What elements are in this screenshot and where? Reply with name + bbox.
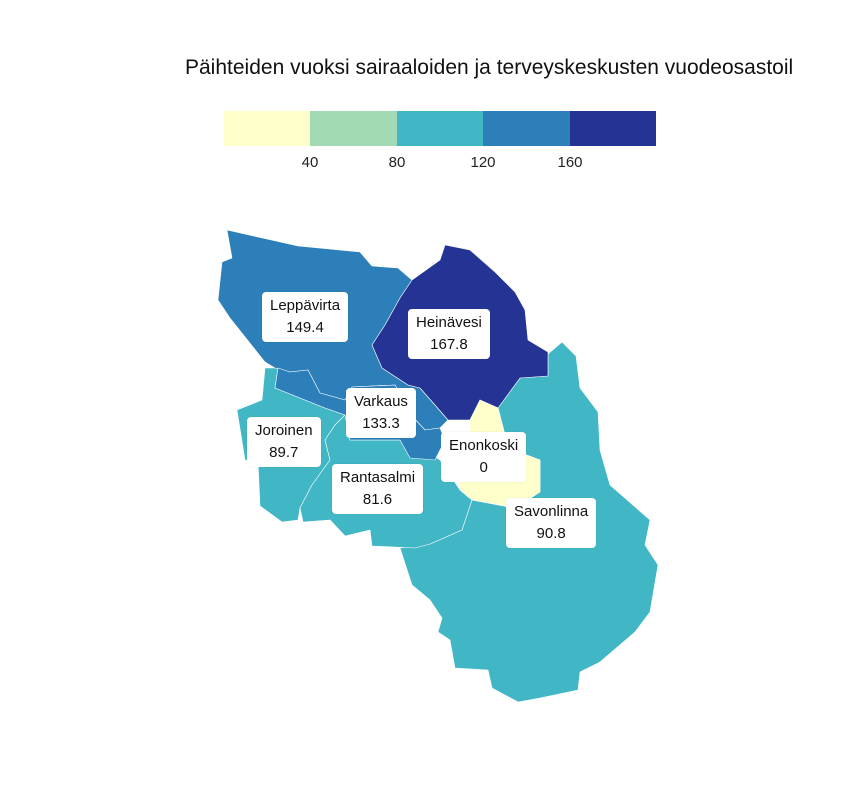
region-label-heinavesi: Heinävesi 167.8	[408, 309, 490, 359]
legend-swatch	[483, 111, 570, 146]
region-value: 89.7	[269, 444, 299, 461]
region-value: 90.8	[536, 525, 566, 542]
region-label-leppavirta: Leppävirta 149.4	[262, 292, 349, 342]
legend-swatch	[569, 111, 656, 146]
region-label-varkaus: Varkaus 133.3	[346, 388, 416, 438]
region-name: Varkaus	[354, 393, 408, 410]
region-name: Rantasalmi	[340, 469, 416, 486]
legend-swatch	[224, 111, 311, 146]
region-label-enonkoski: Enonkoski 0	[441, 432, 527, 482]
region-label-savonlinna: Savonlinna 90.8	[506, 498, 597, 548]
color-legend	[224, 111, 656, 146]
legend-tick: 40	[301, 154, 319, 171]
legend-tick: 120	[470, 154, 496, 171]
region-name: Joroinen	[255, 422, 313, 439]
region-name: Savonlinna	[514, 503, 589, 520]
region-value: 0	[479, 459, 488, 476]
region-name: Heinävesi	[416, 314, 482, 331]
region-value: 133.3	[362, 415, 400, 432]
region-label-joroinen: Joroinen 89.7	[247, 417, 321, 467]
region-value: 167.8	[430, 336, 468, 353]
region-label-rantasalmi: Rantasalmi 81.6	[332, 464, 424, 514]
region-name: Leppävirta	[270, 297, 341, 314]
legend-tick: 160	[557, 154, 583, 171]
region-value: 81.6	[362, 491, 393, 508]
legend-swatch	[310, 111, 397, 146]
legend-swatch	[396, 111, 484, 146]
legend-tick: 80	[388, 154, 406, 171]
region-name: Enonkoski	[449, 437, 519, 454]
region-value: 149.4	[286, 319, 324, 336]
map-title: Päihteiden vuoksi sairaaloiden ja tervey…	[185, 56, 794, 79]
